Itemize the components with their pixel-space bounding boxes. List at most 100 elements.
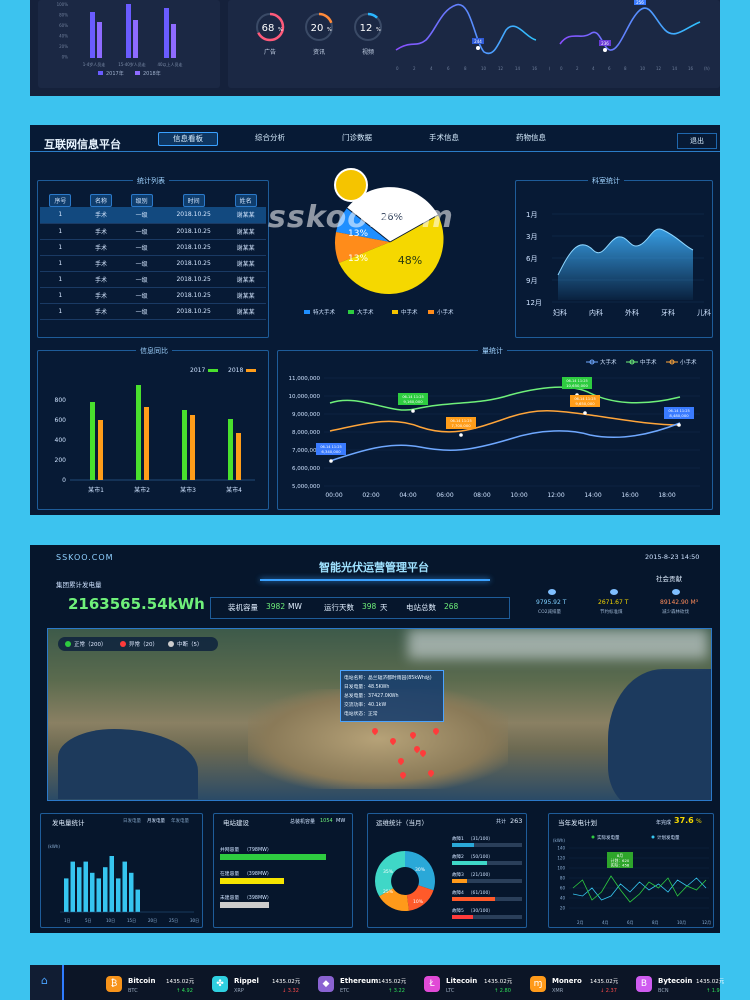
table-row[interactable]: 1 手术 一级 2018.10.25 谢某某 bbox=[40, 223, 266, 240]
volume-legend-1: 大手术 bbox=[600, 358, 617, 366]
gen-tab-year[interactable]: 年发电量 bbox=[171, 819, 189, 824]
gen-tab-month[interactable]: 月发电量 bbox=[147, 819, 165, 824]
compare-legend-1: 2017 bbox=[190, 367, 205, 374]
gen-bar bbox=[77, 867, 82, 912]
legend-abnormal[interactable]: 异常（20） bbox=[129, 642, 158, 648]
nav-tab-analysis[interactable]: 综合分析 bbox=[255, 133, 285, 142]
surgery-pie-chart: 26% 13% 13% 48% 特大手术 大手术 中手术 小手术 bbox=[304, 187, 454, 316]
top-line2-xtick: 12 bbox=[656, 66, 662, 71]
coin-item[interactable]: B Bytecoin BCN 1435.02元 ↑ 1.9 bbox=[636, 973, 736, 997]
ops-item-label: 故障3 bbox=[452, 873, 464, 878]
social-icon bbox=[610, 589, 618, 595]
build-item-value: （398MW） bbox=[244, 872, 272, 877]
top-line1-xtick: 14 bbox=[515, 66, 521, 71]
stats-table-header-cell: 序号 bbox=[40, 193, 81, 207]
build-chart-title: 电站建设 bbox=[223, 819, 249, 827]
coin-item[interactable]: ✤ Rippel XRP 1435.02元 ↓ 3.32 bbox=[212, 973, 312, 997]
ops-item-value: （50/100） bbox=[468, 855, 493, 860]
volume-tag bbox=[446, 417, 476, 429]
table-row[interactable]: 1 手术 一级 2018.10.25 谢某某 bbox=[40, 271, 266, 288]
build-total-label: 总装机容量 bbox=[290, 819, 316, 825]
table-cell: 2018.10.25 bbox=[161, 239, 226, 256]
top-line2-xtick: 4 bbox=[592, 66, 595, 71]
gen-tab-day[interactable]: 日发电量 bbox=[123, 819, 141, 824]
dept-xtick: 外科 bbox=[625, 308, 639, 317]
plan-unit: (kWh) bbox=[553, 838, 565, 843]
compare-ytick: 600 bbox=[55, 417, 67, 424]
top-line1-xtick: 12 bbox=[498, 66, 504, 71]
volume-xtick: 02:00 bbox=[362, 492, 379, 499]
volume-ytick: 8,000,000 bbox=[292, 430, 320, 436]
plan-ytick: 80 bbox=[560, 876, 566, 881]
legend-interrupt[interactable]: 中断（5） bbox=[177, 642, 203, 648]
coin-change: ↑ 1.9 bbox=[706, 988, 720, 994]
gen-bar bbox=[103, 867, 108, 912]
days-value: 398 bbox=[362, 602, 377, 611]
plan-ytick: 20 bbox=[560, 906, 566, 911]
table-row[interactable]: 1 手术 一级 2018.10.25 谢某某 bbox=[40, 287, 266, 304]
stats-table-header-label: 序号 bbox=[49, 193, 72, 207]
table-cell: 2018.10.25 bbox=[161, 255, 226, 272]
volume-tag-value: 10,650,000 bbox=[566, 383, 588, 388]
plan-ytick: 100 bbox=[557, 866, 565, 871]
coin-change: ↑ 3.22 bbox=[388, 988, 405, 994]
top-line2-xtick: 0 bbox=[560, 66, 563, 71]
nav-tab-outpatient[interactable]: 门诊数据 bbox=[342, 133, 372, 142]
compare-bar bbox=[228, 419, 233, 480]
volume-tag-value: 7,700,000 bbox=[451, 423, 471, 428]
dept-ytick: 12月 bbox=[526, 299, 542, 307]
volume-line-chart: 11,000,000 10,000,000 9,000,000 8,000,000 7,… bbox=[289, 358, 700, 499]
legend-normal[interactable]: 正常（200） bbox=[74, 642, 107, 648]
nav-tab-surgery[interactable]: 手术信息 bbox=[429, 133, 459, 142]
gen-bar bbox=[122, 861, 127, 912]
volume-tag-date: 06-14 11:25 bbox=[668, 409, 689, 413]
plan-tooltip-line: 计划：620 bbox=[611, 858, 630, 863]
donut-video-label: 视频 bbox=[362, 48, 374, 56]
top-line2-xtick: 8 bbox=[624, 66, 627, 71]
table-row[interactable]: 1 手术 一级 2018.10.25 谢某某 bbox=[40, 255, 266, 272]
table-row[interactable]: 1 手术 一级 2018.10.25 谢某某 bbox=[40, 239, 266, 256]
plan-xtick: 2月 bbox=[577, 920, 584, 925]
legend-abnormal-dot bbox=[120, 641, 126, 647]
stats-table-header: 序号 名称 级别 时间 姓名 bbox=[40, 193, 266, 207]
ops-donut-chart: 30% 25% 10% 35% bbox=[375, 851, 435, 911]
station-map[interactable] bbox=[47, 628, 712, 801]
top-line-marker-2: 236 bbox=[601, 41, 609, 46]
nav-tab-drugs[interactable]: 药物信息 bbox=[516, 133, 546, 142]
ops-bar-track bbox=[452, 915, 522, 919]
table-cell: 谢某某 bbox=[225, 223, 266, 240]
home-button[interactable]: ⌂ bbox=[30, 965, 64, 1000]
coin-price: 1435.02元 bbox=[378, 979, 407, 985]
top-bar-xtick-1: 1-4岁人员走 bbox=[83, 61, 106, 67]
volume-tag-value: 9,650,000 bbox=[575, 401, 595, 406]
top-bar-card: 100% 80% 60% 40% 20% 0% 1-4岁人员走 15-40岁人员走 40以… bbox=[38, 0, 220, 88]
gen-xtick: 30日 bbox=[190, 918, 199, 923]
top-line2-xtick: 14 bbox=[672, 66, 678, 71]
table-cell: 手术 bbox=[80, 223, 122, 240]
platform2-title: 智能光伏运营管理平台 bbox=[319, 561, 429, 574]
top-line2-xtick: 16 bbox=[688, 66, 694, 71]
table-cell: 一级 bbox=[121, 239, 162, 256]
coin-item[interactable]: ◆ Ethereum ETC 1435.02元 ↑ 3.22 bbox=[318, 973, 418, 997]
ops-bar bbox=[452, 843, 474, 847]
platform1-logout-button[interactable]: 退出 bbox=[677, 133, 717, 149]
table-row[interactable]: 1 手术 一级 2018.10.25 谢某某 bbox=[40, 303, 266, 320]
ops-item-value: （31/100） bbox=[468, 837, 493, 842]
coin-item[interactable]: ɱ Monero XMR 1435.02元 ↓ 2.37 bbox=[530, 973, 630, 997]
compare-bar bbox=[190, 415, 195, 480]
coin-price: 1435.02元 bbox=[272, 979, 301, 985]
coin-icon: B bbox=[636, 976, 652, 992]
table-row[interactable]: 1 手术 一级 2018.10.25 谢某某 bbox=[40, 207, 266, 224]
coin-item[interactable]: Ł Litecoin LTC 1435.02元 ↑ 2.80 bbox=[424, 973, 524, 997]
ops-donut-label-4: 35% bbox=[383, 869, 394, 875]
coin-price: 1435.02元 bbox=[590, 979, 619, 985]
table-cell: 手术 bbox=[80, 207, 122, 224]
coin-item[interactable]: ₿ Bitcoin BTC 1435.02元 ↑ 4.92 bbox=[106, 973, 206, 997]
volume-tag-date: 06-14 11:25 bbox=[566, 379, 587, 383]
table-cell: 1 bbox=[40, 287, 81, 304]
nav-tab-dashboard[interactable]: 信息看板 bbox=[158, 132, 218, 146]
build-item-value: （398MW） bbox=[244, 896, 272, 901]
ops-bar-track bbox=[452, 879, 522, 883]
table-cell: 1 bbox=[40, 239, 81, 256]
